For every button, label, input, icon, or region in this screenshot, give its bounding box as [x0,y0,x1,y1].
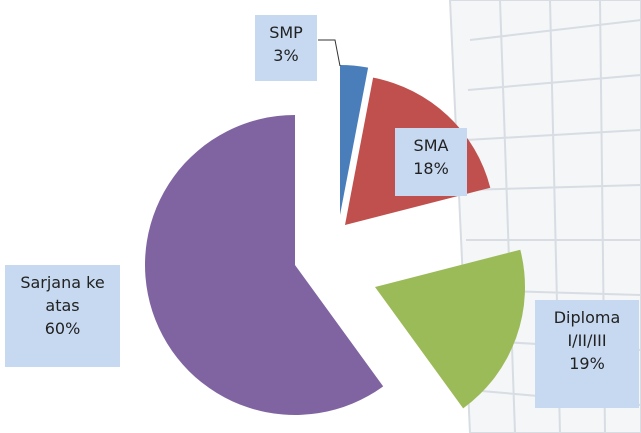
value-label: 3% [273,46,299,65]
category-label: Diploma I/II/III [553,308,621,350]
data-label: Sarjana ke atas 60% [5,265,120,367]
value-label: 60% [44,319,81,338]
pie-slice [340,65,369,215]
data-label: Diploma I/II/III 19% [535,300,639,408]
category-label: SMP [269,23,303,42]
data-label: SMP 3% [255,15,317,81]
pie-slice [144,115,384,415]
leader-line [318,39,341,67]
category-label: Sarjana ke atas [20,273,105,315]
data-label: SMA 18% [395,128,467,196]
value-label: 19% [569,354,605,373]
value-label: 18% [413,159,449,178]
category-label: SMA [413,136,449,155]
pie-slice [375,249,525,409]
